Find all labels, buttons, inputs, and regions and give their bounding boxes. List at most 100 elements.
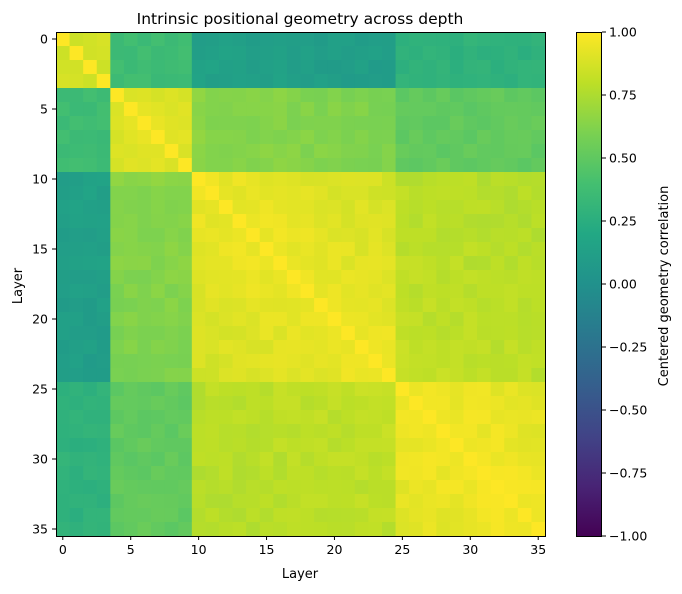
heatmap-cell — [246, 284, 261, 299]
heatmap-cell — [191, 452, 206, 467]
heatmap-cell — [56, 508, 70, 523]
heatmap-cell — [110, 60, 125, 75]
heatmap-cell — [56, 214, 70, 229]
heatmap-cell — [151, 326, 166, 341]
heatmap-cell — [395, 32, 410, 47]
heatmap-cell — [341, 130, 356, 145]
heatmap-cell — [273, 130, 288, 145]
heatmap-cell — [504, 130, 519, 145]
heatmap-cell — [259, 284, 274, 299]
heatmap-cell — [517, 480, 532, 495]
heatmap-cell — [395, 480, 410, 495]
heatmap-cell — [436, 466, 451, 481]
heatmap-cell — [463, 326, 478, 341]
heatmap-cell — [327, 88, 342, 103]
heatmap-cell — [504, 466, 519, 481]
heatmap-cell — [409, 312, 424, 327]
colorbar-tick-label: −0.75 — [609, 466, 647, 481]
heatmap-cell — [422, 298, 437, 313]
heatmap-cell — [422, 74, 437, 89]
heatmap-cell — [504, 158, 519, 173]
heatmap-cell — [531, 74, 546, 89]
heatmap-cell — [273, 256, 288, 271]
heatmap-cell — [517, 228, 532, 243]
heatmap-cell — [96, 172, 111, 187]
heatmap-cell — [327, 144, 342, 159]
heatmap-cell — [504, 186, 519, 201]
heatmap-cell — [219, 522, 233, 537]
heatmap-cell — [232, 326, 247, 341]
heatmap-cell — [69, 270, 84, 285]
heatmap-cell — [409, 452, 424, 467]
heatmap-cell — [463, 186, 478, 201]
heatmap-cell — [490, 494, 505, 509]
y-axis-ticks: 0 5 10 15 20 25 30 35 — [32, 32, 56, 537]
heatmap-cell — [273, 466, 288, 481]
heatmap-cell — [273, 102, 288, 117]
heatmap-cell — [137, 354, 152, 369]
heatmap-cell — [151, 312, 166, 327]
heatmap-cell — [354, 270, 369, 285]
heatmap-cell — [422, 88, 437, 103]
heatmap-cell — [205, 340, 220, 355]
heatmap-cell — [531, 172, 546, 187]
heatmap-cell — [286, 494, 301, 509]
heatmap-cell — [137, 172, 152, 187]
heatmap-cell — [368, 144, 383, 159]
heatmap-cell — [327, 32, 342, 47]
heatmap-cell — [504, 452, 519, 467]
heatmap-cell — [409, 354, 424, 369]
heatmap-cell — [463, 228, 478, 243]
heatmap-cell — [246, 102, 261, 117]
heatmap-cell — [219, 60, 233, 75]
heatmap-cell — [246, 424, 261, 439]
heatmap-cell — [314, 508, 329, 523]
heatmap-cell — [436, 270, 451, 285]
heatmap-cell — [232, 74, 247, 89]
heatmap-cell — [286, 312, 301, 327]
heatmap-cell — [205, 130, 220, 145]
heatmap-cell — [300, 284, 315, 299]
x-tick-label: 20 — [327, 542, 343, 557]
heatmap-cell — [286, 466, 301, 481]
heatmap-cell — [110, 158, 125, 173]
heatmap-cell — [409, 228, 424, 243]
heatmap-cell — [83, 480, 98, 495]
heatmap-cell — [96, 144, 111, 159]
heatmap-cell — [273, 396, 288, 411]
heatmap-cell — [327, 130, 342, 145]
heatmap-cell — [436, 74, 451, 89]
heatmap-cell — [436, 284, 451, 299]
y-tick-label: 15 — [32, 242, 48, 257]
heatmap-cell — [314, 340, 329, 355]
heatmap-cell — [504, 410, 519, 425]
heatmap-cell — [69, 32, 84, 47]
heatmap-cell — [83, 32, 98, 47]
heatmap-cell — [83, 494, 98, 509]
heatmap-cell — [151, 368, 166, 383]
heatmap-cell — [517, 494, 532, 509]
heatmap-cell — [395, 522, 410, 537]
heatmap-cell — [205, 32, 220, 47]
heatmap-cell — [259, 522, 274, 537]
heatmap-cell — [422, 242, 437, 257]
heatmap-cell — [259, 354, 274, 369]
heatmap-cell — [56, 340, 70, 355]
heatmap-cell — [395, 396, 410, 411]
heatmap-cell — [273, 452, 288, 467]
heatmap-cell — [232, 88, 247, 103]
y-tick-label: 0 — [40, 32, 48, 47]
heatmap-cell — [219, 130, 233, 145]
heatmap-cell — [354, 368, 369, 383]
heatmap-cell — [341, 60, 356, 75]
heatmap-cell — [273, 494, 288, 509]
heatmap-cell — [246, 466, 261, 481]
heatmap-cell — [151, 228, 166, 243]
heatmap-cell — [449, 214, 464, 229]
heatmap-cell — [314, 452, 329, 467]
heatmap-cell — [56, 60, 70, 75]
heatmap-cell — [259, 214, 274, 229]
heatmap-cell — [382, 480, 396, 495]
heatmap-cell — [517, 368, 532, 383]
heatmap-cell — [341, 228, 356, 243]
